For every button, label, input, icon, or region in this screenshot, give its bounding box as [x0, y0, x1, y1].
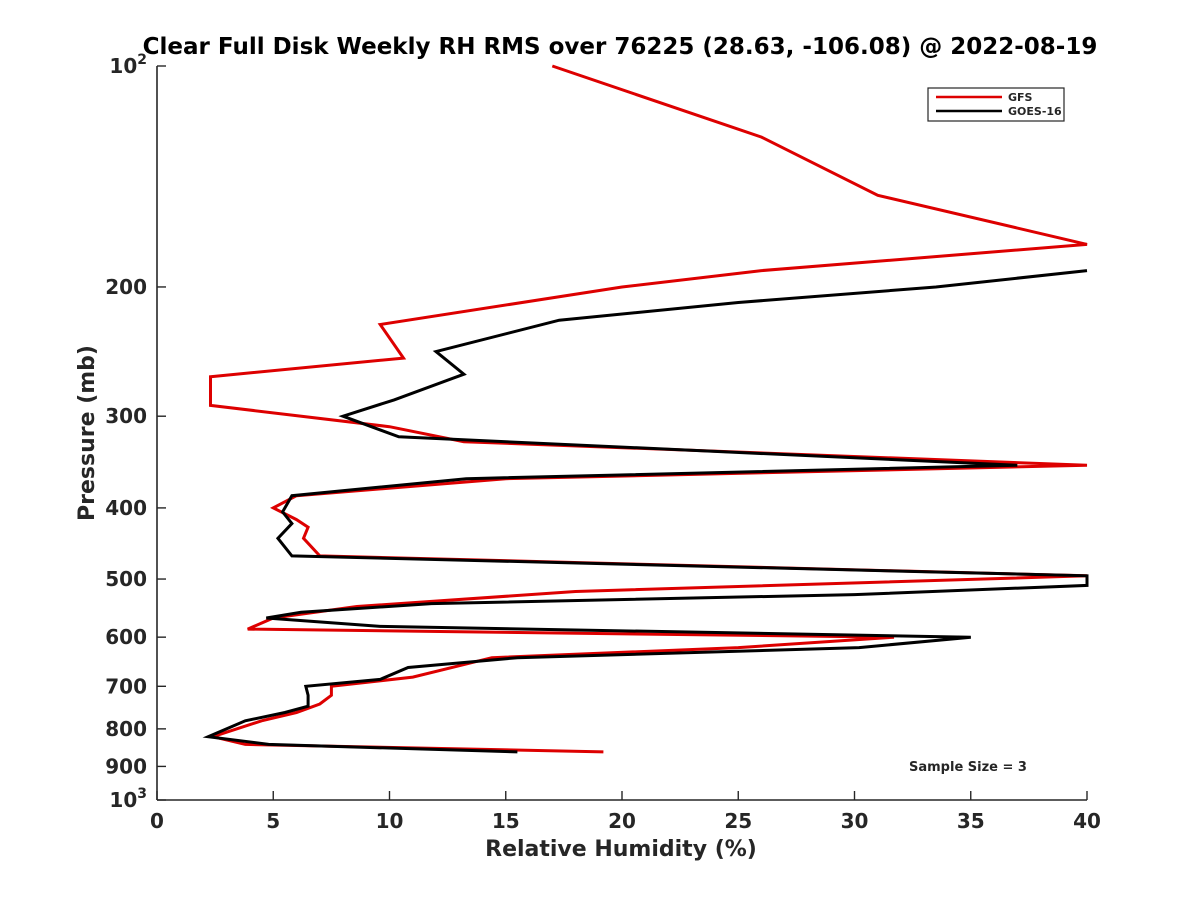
y-tick-label: 700	[105, 674, 147, 698]
y-ticks: 102 200 300 400 500 600 700 800 900 103	[105, 52, 166, 812]
y-tick-label: 400	[105, 496, 147, 520]
legend: GFS GOES-16	[927, 87, 1065, 122]
y-tick-label: 103	[109, 786, 147, 812]
series-line-goes16	[202, 269, 1089, 754]
legend-label-gfs: GFS	[1008, 91, 1033, 104]
y-tick-label: 500	[105, 567, 147, 591]
y-tick-label: 102	[109, 52, 147, 78]
x-tick-label: 20	[608, 809, 636, 833]
chart-title: Clear Full Disk Weekly RH RMS over 76225…	[143, 34, 1098, 60]
y-tick-label: 800	[105, 717, 147, 741]
x-tick-label: 30	[841, 809, 869, 833]
x-tick-label: 35	[957, 809, 985, 833]
x-tick-label: 10	[376, 809, 404, 833]
y-tick-label: 600	[105, 625, 147, 649]
x-tick-label: 25	[724, 809, 752, 833]
sample-size-annotation: Sample Size = 3	[909, 760, 1027, 775]
x-ticks: 0 5 10 15 20 25 30 35 40	[150, 791, 1101, 833]
legend-box	[927, 87, 1065, 122]
y-axis-label: Pressure (mb)	[75, 345, 100, 521]
y-tick-label: 200	[105, 275, 147, 299]
y-tick-label: 300	[105, 404, 147, 428]
x-tick-label: 0	[150, 809, 164, 833]
legend-label-goes16: GOES-16	[1008, 105, 1062, 118]
y-tick-label: 900	[105, 754, 147, 778]
series-line-gfs	[207, 64, 1088, 754]
x-tick-label: 5	[266, 809, 280, 833]
series-layer	[202, 64, 1089, 754]
x-tick-label: 40	[1073, 809, 1101, 833]
x-axis-label: Relative Humidity (%)	[485, 837, 757, 862]
x-tick-label: 15	[492, 809, 520, 833]
